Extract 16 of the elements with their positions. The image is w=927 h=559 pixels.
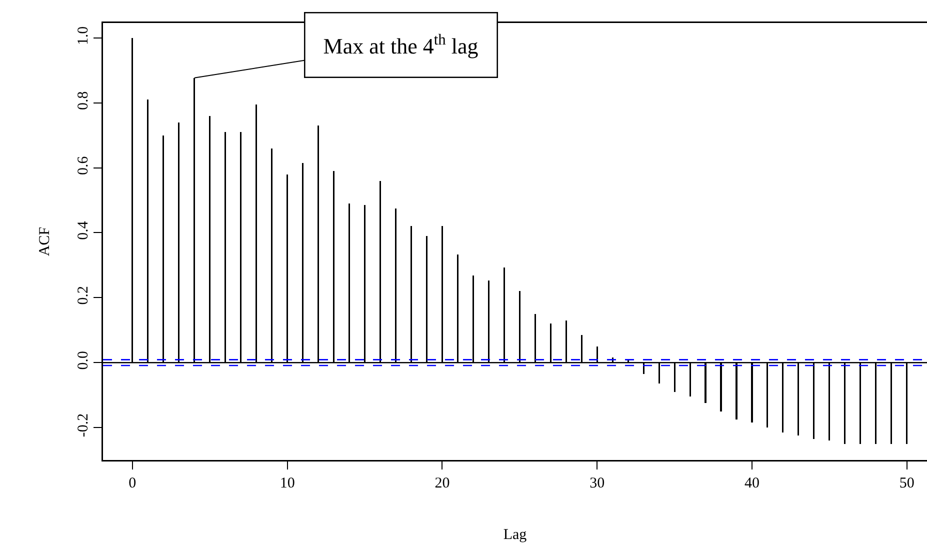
- x-tick-label: 50: [899, 475, 914, 492]
- y-tick-label: 0.8: [76, 91, 92, 110]
- x-tick-label: 40: [744, 475, 760, 492]
- y-tick-label: 0.6: [76, 156, 92, 175]
- y-tick-label: -0.2: [76, 413, 92, 438]
- y-tick-label: 1.0: [76, 26, 92, 46]
- x-tick-label: 0: [128, 475, 136, 492]
- y-axis-title: ACF: [37, 226, 54, 256]
- x-tick-label: 10: [280, 475, 295, 492]
- x-tick-label: 20: [434, 475, 450, 492]
- x-tick-label: 30: [590, 475, 605, 492]
- annotation: Max at the 4$^{th}$ lag: [323, 31, 478, 59]
- y-tick-label: 0.0: [76, 350, 92, 370]
- x-axis-title: Lag: [503, 527, 528, 544]
- y-tick-label: 0.2: [76, 286, 92, 305]
- y-tick-label: 0.4: [76, 220, 92, 240]
